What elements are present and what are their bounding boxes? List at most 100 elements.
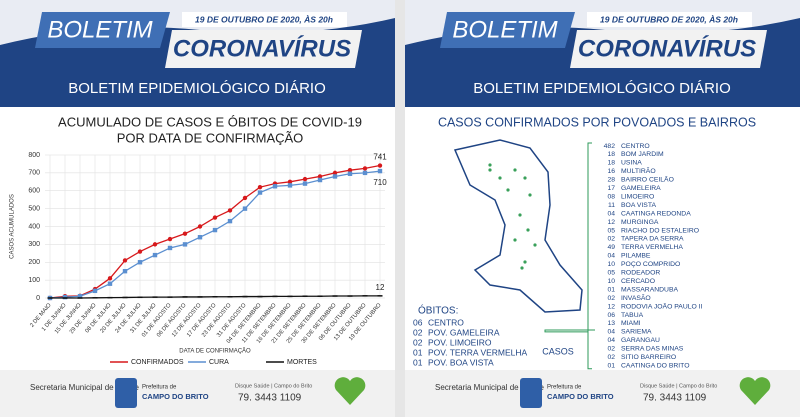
point — [197, 235, 203, 240]
point — [212, 215, 218, 220]
x-axis-title: DATA DE CONFIRMAÇÃO — [179, 348, 251, 355]
case-count: 12 — [607, 303, 615, 310]
map-outline — [453, 139, 583, 313]
legend-label: CURA — [209, 359, 229, 366]
divider — [395, 0, 405, 417]
header-title-bg — [165, 30, 362, 68]
case-place: CAATINGA REDONDA — [621, 210, 691, 217]
point — [377, 168, 383, 174]
point — [287, 179, 293, 185]
case-count: 13 — [607, 320, 615, 327]
point — [107, 276, 113, 281]
case-place: USINA — [621, 160, 642, 167]
map-dot — [506, 188, 510, 192]
point — [122, 268, 128, 274]
case-count: 10 — [607, 278, 615, 285]
death-place: POV. LIMOEIRO — [428, 337, 492, 347]
death-place: CENTRO — [428, 317, 464, 327]
footer-heart — [334, 377, 366, 405]
footer-prefeitura: Prefeitura de — [142, 385, 177, 391]
footer-disque: Disque Saúde | Campo do Brito — [235, 383, 312, 389]
death-count: 01 — [413, 357, 423, 367]
point — [332, 170, 338, 176]
death-count: 02 — [413, 327, 423, 337]
header-subtitle: BOLETIM EPIDEMIOLÓGICO DIÁRIO — [473, 80, 731, 97]
header-date: 19 DE OUTUBRO DE 2020, ÀS 20h — [195, 14, 333, 24]
case-count: 02 — [607, 236, 615, 243]
map-dot — [513, 168, 517, 172]
footer-bg — [405, 370, 800, 417]
case-place: INVASÃO — [621, 293, 651, 302]
case-place: TABUA — [621, 312, 644, 319]
case-count: 01 — [607, 286, 615, 293]
point — [347, 171, 353, 176]
case-count: 10 — [607, 261, 615, 268]
map-dot — [533, 243, 537, 247]
point — [227, 208, 233, 213]
footer-emblem — [115, 378, 137, 408]
point — [227, 218, 233, 224]
chart-title: ACUMULADO DE CASOS E ÓBITOS DE COVID-19 — [58, 114, 362, 129]
case-count: 02 — [607, 354, 615, 361]
case-count: 16 — [607, 168, 615, 175]
case-count: 28 — [607, 177, 615, 184]
header-badge-bg — [440, 12, 575, 48]
case-place: SERRA DAS MINAS — [621, 346, 684, 353]
map-dot — [526, 228, 530, 232]
y-tick-label: 400 — [28, 223, 40, 230]
value-label: 741 — [373, 153, 387, 162]
point — [137, 260, 143, 265]
header-subtitle: BOLETIM EPIDEMIOLÓGICO DIÁRIO — [68, 80, 326, 97]
point — [257, 190, 263, 195]
footer-bg — [0, 370, 395, 417]
case-place: CENTRO — [621, 143, 650, 150]
header-badge-bg — [35, 12, 170, 48]
footer-city: CAMPO DO BRITO — [142, 392, 209, 401]
y-tick-label: 100 — [28, 277, 40, 284]
footer-secretaria: Secretaria Municipal de Saúde — [30, 383, 140, 392]
point — [197, 224, 203, 229]
map-dot — [528, 193, 532, 197]
case-place: CAATINGA DO BRITO — [621, 362, 689, 369]
legend-label: CONFIRMADOS — [131, 359, 184, 366]
point — [302, 181, 308, 186]
header-badge: BOLETIM — [452, 16, 557, 43]
case-count: 12 — [607, 219, 615, 226]
cases-bracket — [544, 142, 595, 370]
case-place: SARIEMA — [621, 329, 652, 336]
point — [362, 170, 368, 176]
header-date: 19 DE OUTUBRO DE 2020, ÀS 20h — [600, 14, 738, 24]
point — [287, 183, 293, 188]
case-count: 18 — [607, 160, 615, 167]
case-count: 04 — [607, 253, 615, 260]
case-place: RODEADOR — [621, 270, 660, 277]
y-tick-label: 300 — [28, 241, 40, 248]
case-place: BAIRRO CEILÃO — [621, 175, 674, 184]
case-count: 05 — [607, 227, 615, 234]
point — [302, 176, 308, 182]
value-label: 12 — [376, 283, 385, 292]
case-place: RIACHO DO ESTALEIRO — [621, 227, 699, 234]
deaths-label: ÓBITOS: — [418, 304, 458, 317]
footer-prefeitura: Prefeitura de — [547, 385, 582, 391]
point — [182, 242, 188, 247]
point — [377, 163, 383, 168]
header-date-bg — [587, 12, 752, 27]
point — [122, 258, 128, 263]
case-place: POÇO COMPRIDO — [621, 261, 680, 268]
case-place: CERCADO — [621, 278, 655, 285]
header-title: CORONAVÍRUS — [173, 34, 351, 62]
death-place: POV. BOA VISTA — [428, 357, 494, 367]
case-count: 06 — [607, 312, 615, 319]
footer-phone: 79. 3443 1109 — [643, 393, 707, 404]
point — [77, 294, 83, 299]
case-count: 08 — [607, 193, 615, 200]
case-place: TERRA VERMELHA — [621, 244, 683, 251]
case-place: MULTIRÃO — [621, 166, 656, 175]
case-count: 11 — [608, 202, 615, 209]
map-dot — [498, 176, 502, 180]
case-count: 04 — [607, 210, 615, 217]
cases-label: CASOS — [542, 346, 574, 356]
point — [332, 174, 338, 179]
